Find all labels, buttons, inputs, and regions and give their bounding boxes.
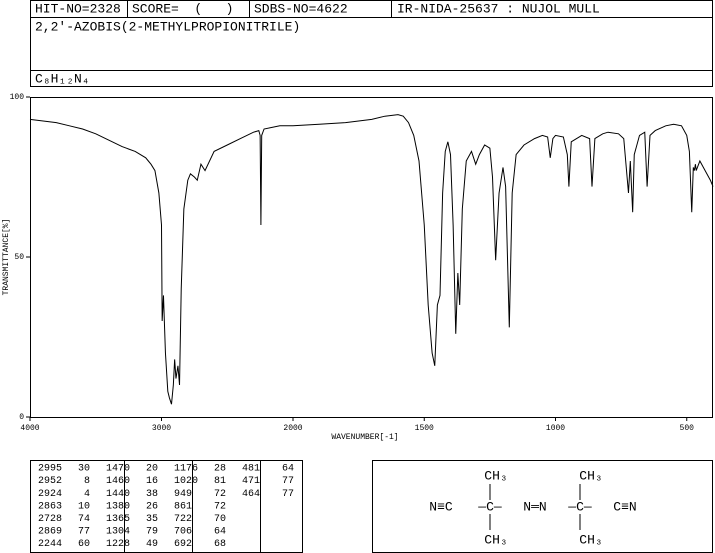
atom-label: —C—: [477, 499, 502, 514]
peak-transmittance: 26: [146, 501, 158, 512]
header-box: [30, 0, 713, 87]
x-tick-label: 2000: [283, 424, 302, 433]
peak-wavenumber: 2952: [38, 476, 62, 487]
peak-transmittance: 16: [146, 476, 158, 487]
formula: C₈H₁₂N₄: [35, 71, 90, 86]
peak-wavenumber: 2995: [38, 464, 62, 475]
peak-wavenumber: 949: [174, 489, 192, 500]
peak-wavenumber: 1470: [106, 464, 130, 475]
peak-transmittance: 70: [214, 514, 226, 525]
peak-transmittance: 72: [214, 501, 226, 512]
peak-transmittance: 35: [146, 514, 158, 525]
atom-label: CH₃: [579, 532, 602, 547]
peak-transmittance: 79: [146, 527, 158, 538]
atom-label: CH₃: [484, 532, 507, 547]
peak-transmittance: 81: [214, 476, 226, 487]
peak-table: 2995 30 2952 8 2924 4 2863 10 2728 74 2869 77 2244 60…: [38, 460, 294, 553]
peak-table-box: [30, 460, 303, 553]
atom-label: —C—: [567, 499, 592, 514]
x-tick-label: 1500: [415, 424, 434, 433]
atom-label: N≡C: [429, 499, 453, 514]
atom-label: CH₃: [579, 468, 602, 483]
peak-transmittance: 72: [214, 489, 226, 500]
peak-transmittance: 64: [282, 464, 294, 475]
y-tick-label: 50: [14, 253, 24, 262]
y-tick-label: 100: [10, 93, 25, 102]
peak-wavenumber: 1365: [106, 514, 130, 525]
peak-wavenumber: 2863: [38, 501, 62, 512]
peak-transmittance: 20: [146, 464, 158, 475]
plot: 4000 3000 2000 1500 1000 500 0 50 100: [10, 93, 714, 433]
peak-wavenumber: 2869: [38, 527, 62, 538]
x-tick-label: 4000: [20, 424, 39, 433]
spectrum-line: [29, 114, 714, 405]
peak-wavenumber: 481: [242, 464, 260, 475]
peak-wavenumber: 1440: [106, 489, 130, 500]
peak-transmittance: 77: [282, 489, 294, 500]
peak-wavenumber: 706: [174, 527, 192, 538]
peak-wavenumber: 1304: [106, 527, 130, 538]
peak-wavenumber: 471: [242, 476, 260, 487]
peak-wavenumber: 722: [174, 514, 192, 525]
peak-wavenumber: 1380: [106, 501, 130, 512]
peak-wavenumber: 1176: [174, 464, 198, 475]
x-tick-label: 3000: [152, 424, 171, 433]
y-axis-title: TRANSMITTANCE[%]: [2, 219, 11, 296]
peak-wavenumber: 2244: [38, 539, 62, 550]
peak-wavenumber: 1228: [106, 539, 130, 550]
peak-transmittance: 77: [78, 527, 90, 538]
atom-label: CH₃: [484, 468, 507, 483]
peak-wavenumber: 1020: [174, 476, 198, 487]
x-tick-label: 500: [680, 424, 695, 433]
peak-transmittance: 74: [78, 514, 90, 525]
hit-no: HIT-NO=2328: [35, 1, 121, 16]
peak-transmittance: 30: [78, 464, 90, 475]
peak-wavenumber: 861: [174, 501, 192, 512]
sdbs-no: SDBS-NO=4622: [254, 1, 348, 16]
peak-transmittance: 64: [214, 527, 226, 538]
peak-transmittance: 60: [78, 539, 90, 550]
peak-transmittance: 49: [146, 539, 158, 550]
structure: CH₃ CH₃ N≡C —C— N═N —C— C≡N CH₃ CH₃: [429, 468, 636, 547]
compound-name: 2,2'-AZOBIS(2-METHYLPROPIONITRILE): [35, 19, 300, 34]
peak-transmittance: 68: [214, 539, 226, 550]
peak-transmittance: 4: [84, 489, 90, 500]
peak-transmittance: 77: [282, 476, 294, 487]
peak-transmittance: 28: [214, 464, 226, 475]
plot-frame: [30, 97, 713, 418]
peak-wavenumber: 1460: [106, 476, 130, 487]
atom-label: N═N: [523, 499, 546, 514]
method: IR-NIDA-25637 : NUJOL MULL: [397, 1, 600, 16]
score: SCORE= ( ): [132, 1, 233, 16]
peak-wavenumber: 2924: [38, 489, 62, 500]
peak-transmittance: 8: [84, 476, 90, 487]
y-tick-label: 0: [19, 413, 24, 422]
peak-wavenumber: 692: [174, 539, 192, 550]
peak-transmittance: 38: [146, 489, 158, 500]
peak-transmittance: 10: [78, 501, 90, 512]
peak-wavenumber: 464: [242, 489, 260, 500]
x-axis-title: WAVENUMBER[-1]: [331, 433, 398, 442]
peak-wavenumber: 2728: [38, 514, 62, 525]
atom-label: C≡N: [613, 499, 636, 514]
x-tick-label: 1000: [546, 424, 565, 433]
